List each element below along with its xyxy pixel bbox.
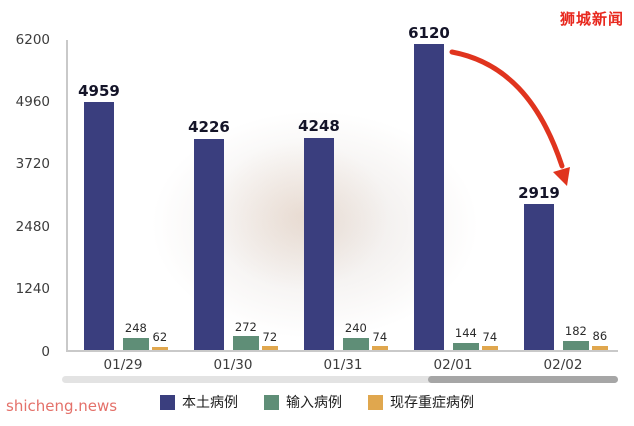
value-label: 4248 — [298, 117, 340, 136]
bar-series-0 — [194, 138, 224, 350]
bar-series-1 — [122, 337, 149, 350]
legend-item: 本土病例 — [160, 392, 238, 412]
bar-series-0 — [304, 137, 334, 350]
bar-wrap: 62 — [151, 40, 168, 350]
y-tick-label: 6200 — [15, 31, 50, 48]
y-tick-label: 3720 — [15, 156, 50, 173]
bar-wrap: 74 — [481, 40, 498, 350]
y-axis: 0 1240 2480 3720 4960 6200 — [0, 33, 58, 358]
brand-logo: 狮城新闻 — [559, 10, 624, 28]
value-label: 72 — [262, 329, 278, 344]
x-tick-label: 02/02 — [543, 357, 583, 373]
x-tick-label: 01/30 — [213, 357, 253, 373]
value-label: 272 — [234, 319, 257, 334]
y-tick-label: 2480 — [15, 218, 50, 235]
bar-group: 4959 248 62 01/29 — [78, 40, 168, 373]
site-watermark: shicheng.news — [6, 397, 118, 415]
x-tick-label: 01/31 — [323, 357, 363, 373]
legend-label: 现存重症病例 — [390, 395, 474, 411]
bar-wrap: 4226 — [188, 40, 230, 350]
bar-wrap: 240 — [342, 40, 369, 350]
bar-series-0 — [524, 204, 554, 350]
bar-wrap: 248 — [122, 40, 149, 350]
legend-item: 输入病例 — [264, 392, 342, 412]
bar-group: 2919 182 86 02/02 — [518, 40, 608, 373]
value-label: 2919 — [518, 183, 560, 202]
bar-series-2 — [371, 346, 388, 350]
legend-item: 现存重症病例 — [368, 392, 474, 412]
bar-series-1 — [342, 338, 369, 350]
value-label: 240 — [344, 321, 367, 336]
value-label: 6120 — [408, 23, 450, 42]
legend-swatch — [368, 394, 383, 410]
bar-wrap: 144 — [452, 40, 479, 350]
bar-wrap: 182 — [562, 40, 589, 350]
bar-wrap: 74 — [371, 40, 388, 350]
value-label: 74 — [372, 329, 388, 344]
legend-swatch — [160, 394, 175, 410]
bar-series-1 — [562, 340, 589, 350]
horizontal-scrollbar[interactable] — [62, 376, 618, 383]
value-label: 144 — [454, 326, 477, 341]
y-tick-label: 4960 — [15, 93, 50, 110]
bar-wrap: 72 — [261, 40, 278, 350]
plot-area: 4959 248 62 01/29 4226 272 72 01/30 4248 240 74 01/… — [66, 24, 618, 373]
legend-label: 输入病例 — [286, 395, 342, 411]
scrollbar-thumb[interactable] — [428, 376, 618, 383]
legend-label: 本土病例 — [182, 395, 238, 411]
bar-wrap: 2919 — [518, 40, 560, 350]
value-label: 182 — [564, 324, 587, 339]
x-tick-label: 02/01 — [433, 357, 473, 373]
value-label: 74 — [482, 329, 498, 344]
bar-wrap: 4248 — [298, 40, 340, 350]
bar-wrap: 272 — [232, 40, 259, 350]
value-label: 4959 — [78, 81, 120, 100]
bar-wrap: 86 — [591, 40, 608, 350]
x-tick-label: 01/29 — [103, 357, 143, 373]
bar-wrap: 6120 — [408, 24, 450, 350]
bar-group: 4248 240 74 01/31 — [298, 40, 388, 373]
bar-series-2 — [261, 346, 278, 350]
value-label: 248 — [124, 320, 147, 335]
y-tick-label: 1240 — [15, 280, 50, 297]
value-label: 4226 — [188, 118, 230, 137]
value-label: 62 — [152, 330, 168, 345]
bar-group: 4226 272 72 01/30 — [188, 40, 278, 373]
bar-group: 6120 144 74 02/01 — [408, 24, 498, 373]
bar-series-1 — [232, 336, 259, 350]
bar-series-1 — [452, 342, 479, 350]
legend-swatch — [264, 394, 279, 410]
bar-series-2 — [151, 346, 168, 350]
y-tick-label: 0 — [41, 343, 50, 360]
legend: 本土病例 输入病例 现存重症病例 — [0, 392, 634, 412]
bar-wrap: 4959 — [78, 40, 120, 350]
bar-series-0 — [414, 44, 444, 350]
bar-series-0 — [84, 102, 114, 350]
value-label: 86 — [592, 329, 608, 344]
bar-series-2 — [591, 345, 608, 350]
bar-series-2 — [481, 346, 498, 350]
